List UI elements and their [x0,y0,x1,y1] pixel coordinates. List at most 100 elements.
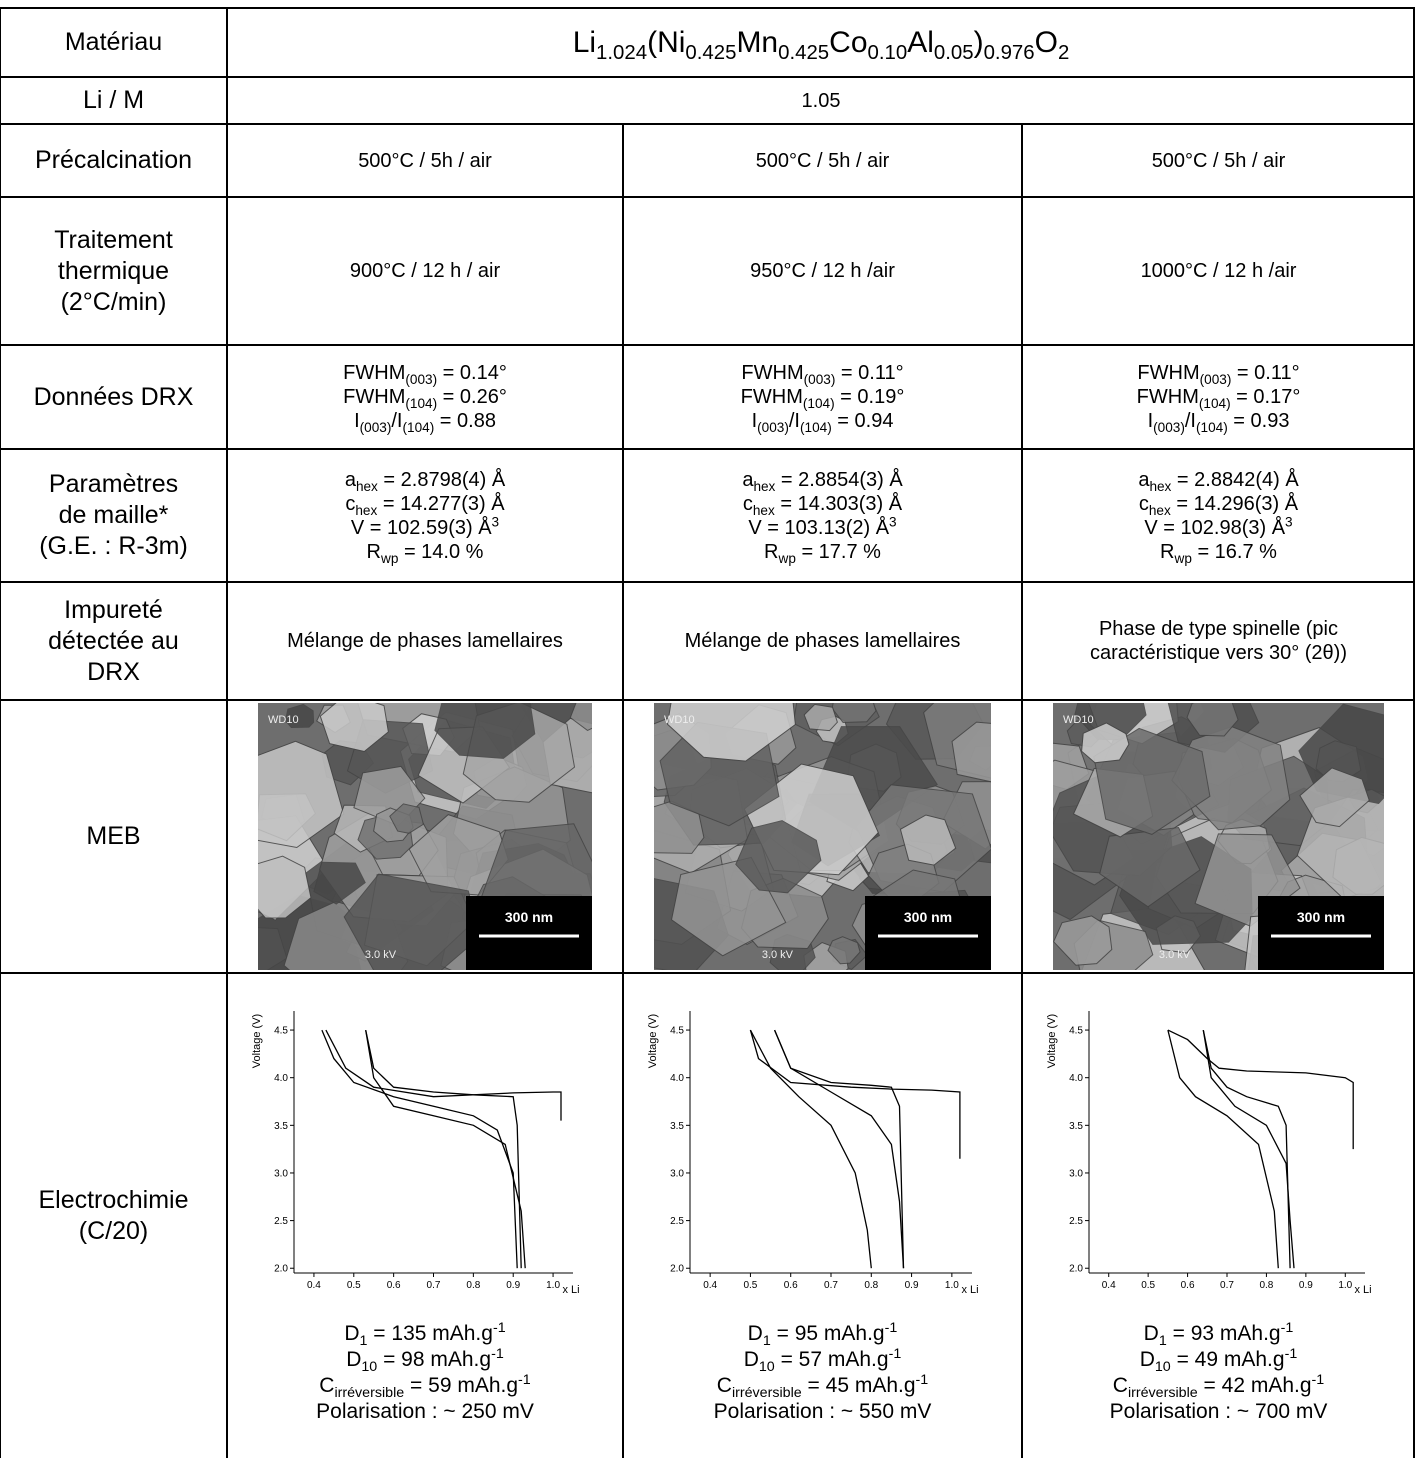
text-line: FWHM(104) = 0.19° [741,385,905,410]
x-tick-label: 0.5 [743,1280,757,1291]
sem-image: WD10 3.0 kV 300 nm [258,703,592,970]
sem-tag: WD10 [268,714,299,726]
text: = 49 mAh.g [1170,1348,1285,1371]
text: (G.E. : R-3m) [39,532,188,560]
text: Impureté [64,595,163,624]
grain [1081,722,1130,764]
sem-tag: WD10 [1063,714,1094,726]
curve [365,1029,526,1269]
text-line: FWHM(003) = 0.14° [343,361,507,386]
subscript: 10 [1154,1359,1171,1376]
table-cell: 950°C / 12 h /air [623,197,1022,345]
text-line: ahex = 2.8854(3) Å [742,468,902,494]
text: D [1139,1348,1155,1371]
text: Matériau [64,28,163,56]
table-cell: 2.0 2.5 3.0 3.5 4.0 4.5 0.4 0.5 0.6 0.7 0.8 0.9 1.0 V… [227,973,623,1458]
chart-wrap: 2.0 2.5 3.0 3.5 4.0 4.5 0.4 0.5 0.6 0.7 0.8 0.9 1.0 V… [628,983,1017,1296]
text: = 95 mAh.g [770,1322,885,1345]
text: = 0.14° [437,362,507,384]
table-cell: 2.0 2.5 3.0 3.5 4.0 4.5 0.4 0.5 0.6 0.7 0.8 0.9 1.0 V… [623,973,1022,1458]
text-line: Traitement [54,225,173,256]
text: C [716,1374,732,1397]
superscript: 3 [491,513,500,529]
subscript: (104) [1195,420,1228,435]
text: Traitement [54,225,173,254]
y-tick-label: 3.5 [670,1121,684,1132]
superscript: -1 [888,1346,902,1362]
x-axis-label: x Li [961,1284,978,1295]
superscript: -1 [1311,1372,1325,1388]
text-line: I(003)/I(104) = 0.93 [1147,409,1290,435]
text: Li / M [82,86,145,114]
x-tick-label: 0.4 [307,1280,321,1291]
subscript: 10 [758,1359,775,1376]
row-border [0,196,1415,198]
curve [1167,1029,1279,1269]
text: MEB [86,822,141,850]
text-line: Précalcination [35,145,192,176]
text-line: D10 = 98 mAh.g-1 [316,1347,534,1374]
text-line: caractéristique vers 30° (2θ)) [1090,641,1347,665]
text: FWHM [343,386,406,408]
superscript: -1 [915,1372,929,1388]
superscript: 3 [889,513,897,529]
text-line: Li1.024(Ni0.425Mn0.425Co0.10Al0.05)0.976… [572,26,1070,63]
y-tick-label: 3.5 [274,1121,288,1132]
row-label: Impureté détectée au DRX [0,582,227,700]
text: = 135 mAh.g [367,1322,493,1345]
text: Li [572,26,597,59]
x-tick-label: 0.4 [703,1280,717,1291]
table-cell: Mélange de phases lamellaires [623,582,1022,700]
grain [258,855,312,919]
curve [325,1029,562,1121]
y-tick-label: 2.5 [274,1216,288,1227]
text: = 14.296(3) Å [1170,492,1299,515]
subscript: 0.976 [983,42,1035,64]
subscript: hex [752,502,775,518]
text: /I [1184,410,1196,432]
text: Electrochimie [38,1185,189,1214]
text: D [1143,1322,1159,1345]
x-tick-label: 1.0 [1338,1280,1352,1291]
chart: 2.0 2.5 3.0 3.5 4.0 4.5 0.4 0.5 0.6 0.7 0.8 0.9 1.0 V… [1046,1011,1372,1296]
superscript: -1 [1284,1346,1298,1362]
text-line: de maille* [59,500,169,531]
row-border [0,123,1415,125]
row-border [0,344,1415,346]
text-line: Rwp = 14.0 % [367,540,484,565]
text: = 17.7 % [795,540,881,563]
curve [774,1029,905,1269]
subscript: wp [1174,550,1192,566]
text: c [742,492,753,515]
subscript: (003) [757,420,789,435]
text: détectée au [48,626,179,655]
text-line: Polarisation : ~ 550 mV [714,1399,932,1425]
text: Mélange de phases lamellaires [287,630,563,652]
text-line: chex = 14.296(3) Å [1139,492,1299,518]
text-line: Matériau [65,27,162,58]
text: (2°C/min) [60,287,167,316]
table-cell: 500°C / 5h / air [227,124,623,197]
sem-beam: 3.0 kV [365,949,397,961]
row-label: Précalcination [0,124,227,197]
text: Paramètres [48,470,179,498]
subscript: irréversible [731,1385,802,1402]
text: thermique [57,256,170,285]
subscript: 0.05 [933,42,974,64]
column-border [1413,7,1415,1458]
subscript: hex [1148,502,1171,518]
text: = 2.8798(4) Å [377,468,506,491]
subscript: hex [753,478,776,494]
text: I [1147,410,1154,432]
sem-tag: WD10 [664,714,695,726]
text-line: 1000°C / 12 h /air [1141,259,1297,283]
text-line: 500°C / 5h / air [756,149,890,173]
text-line: Cirréversible = 59 mAh.g-1 [316,1373,534,1400]
text: = 0.26° [437,386,507,408]
text-line: Données DRX [34,382,194,413]
y-axis-label: Voltage (V) [1046,1014,1058,1068]
text-line: chex = 14.303(3) Å [742,492,902,518]
text-line: FWHM(104) = 0.26° [343,385,507,410]
superscript: -1 [1280,1320,1294,1336]
curve [749,1029,872,1269]
